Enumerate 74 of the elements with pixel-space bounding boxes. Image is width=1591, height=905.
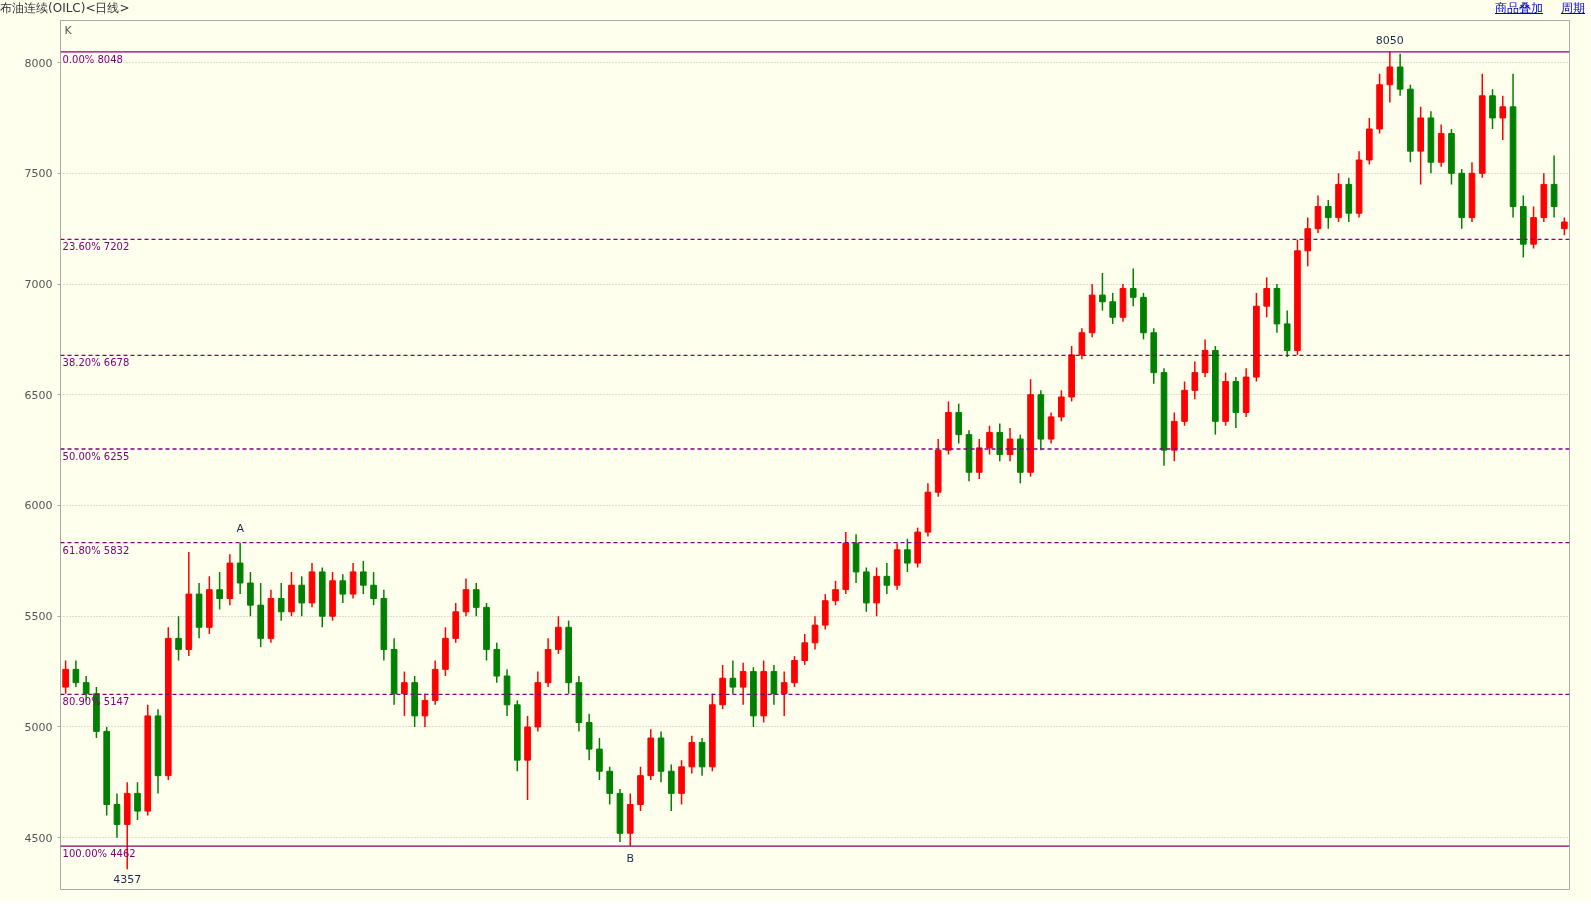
y-tick-label: 8000 — [24, 56, 53, 70]
annotation: B — [626, 852, 634, 866]
candlestick — [606, 766, 614, 806]
candlestick — [1550, 154, 1558, 219]
candlestick — [247, 571, 254, 617]
candlestick — [1006, 427, 1014, 462]
candlestick — [1047, 411, 1055, 445]
candlestick — [739, 661, 747, 706]
candlestick — [1058, 389, 1065, 423]
text: 周期 — [1561, 1, 1585, 15]
y-tick-label: 7000 — [24, 278, 53, 292]
y-tick-label: 6500 — [24, 388, 53, 402]
candlestick — [1263, 276, 1270, 318]
candlestick — [370, 571, 377, 606]
candlestick — [791, 655, 798, 688]
ref-line-label: 23.60% 7202 — [62, 241, 130, 253]
annotation: A — [236, 521, 245, 535]
candlestick — [1201, 338, 1209, 378]
text: 商品叠加 — [1495, 1, 1543, 15]
candlestick — [1129, 267, 1137, 307]
candlestick — [1099, 272, 1106, 312]
candlestick — [349, 562, 357, 600]
candlestick — [801, 633, 809, 666]
candlestick — [996, 422, 1004, 462]
candlestick — [1386, 50, 1394, 104]
ref-line-label: 0.00% 8048 — [62, 53, 123, 65]
candlestick — [113, 792, 121, 839]
annotation: K — [64, 23, 73, 37]
candlestick — [1324, 199, 1332, 230]
candlestick — [729, 659, 737, 695]
y-tick-label: 6000 — [24, 499, 53, 513]
candlestick — [401, 670, 408, 717]
ref-line-label: 50.00% 6255 — [62, 451, 130, 463]
candlestick — [339, 573, 347, 604]
y-tick-label: 5000 — [24, 720, 53, 734]
candlestick — [883, 562, 891, 595]
candlestick — [236, 541, 244, 595]
candlestick — [986, 425, 993, 456]
candlestick — [1489, 88, 1496, 130]
candlestick — [462, 577, 470, 617]
candlestick — [360, 560, 367, 595]
chart-title: 布油连续(OILC)<日线> — [0, 0, 130, 17]
ref-line-label: 61.80% 5832 — [62, 544, 130, 556]
candlestick — [811, 615, 819, 651]
y-tick-label: 7500 — [24, 167, 53, 181]
candlestick — [134, 781, 141, 821]
candlestick — [1499, 95, 1507, 141]
candlestick — [1396, 52, 1404, 97]
candlestick — [832, 580, 839, 606]
candlestick — [277, 582, 285, 622]
y-tick-label: 4500 — [24, 831, 53, 845]
candlestick — [1109, 292, 1117, 325]
candlestick — [667, 763, 675, 812]
annotation: 4357 — [113, 873, 142, 887]
candlestick — [955, 402, 963, 445]
ref-line-label: 38.20% 6678 — [62, 357, 130, 369]
candlestick — [1191, 360, 1199, 400]
annotation: 8050 — [1375, 33, 1404, 47]
candlestick — [421, 692, 429, 728]
candlestick — [904, 537, 911, 573]
candlestick — [72, 659, 80, 688]
candlestick — [62, 659, 69, 695]
candlestick — [1314, 194, 1322, 234]
candlestick — [298, 575, 306, 617]
candlestick — [472, 582, 480, 617]
candlestick — [1304, 216, 1312, 268]
candlestick — [175, 615, 182, 662]
y-tick-label: 5500 — [24, 610, 53, 624]
candlestick — [596, 737, 603, 781]
candlestick — [1078, 327, 1086, 361]
candlestick — [780, 670, 788, 717]
candlestick — [555, 615, 562, 655]
candlestick — [770, 664, 778, 706]
candlestick — [216, 571, 223, 611]
